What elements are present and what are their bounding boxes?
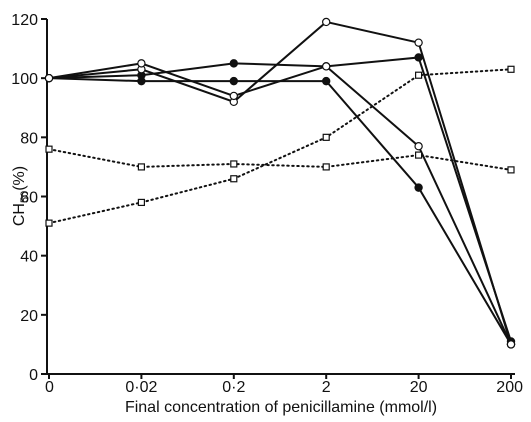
y-ticks: 0 20 40 60 80 100 120 bbox=[11, 12, 47, 384]
series-line bbox=[48, 148, 512, 171]
x-tick-label: 0 bbox=[45, 379, 54, 396]
y-tick-label: 80 bbox=[20, 130, 38, 147]
x-tick-label: 20 bbox=[410, 379, 428, 396]
y-axis-label-unit: (%) bbox=[11, 166, 28, 191]
x-tick-label: 0·2 bbox=[222, 379, 245, 396]
x-axis-label: Final concentration of penicillamine (mm… bbox=[125, 399, 437, 416]
series-4 bbox=[44, 59, 516, 349]
data-point bbox=[415, 71, 423, 79]
y-tick-label: 120 bbox=[11, 12, 38, 29]
data-point bbox=[322, 62, 331, 71]
data-point bbox=[230, 160, 238, 168]
y-tick-label: 100 bbox=[11, 71, 38, 88]
y-tick-label: 0 bbox=[29, 367, 38, 384]
series-1 bbox=[44, 73, 516, 349]
series-line bbox=[48, 56, 512, 342]
series-line bbox=[48, 20, 512, 345]
data-point bbox=[506, 340, 516, 349]
data-point bbox=[507, 166, 515, 174]
data-point bbox=[137, 163, 145, 171]
x-ticks: 0 0·02 0·2 2 20 200 bbox=[45, 374, 523, 396]
data-point bbox=[415, 151, 423, 159]
data-point bbox=[45, 219, 53, 227]
x-tick-label: 200 bbox=[496, 379, 523, 396]
data-point bbox=[414, 53, 423, 62]
y-tick-label: 40 bbox=[20, 249, 38, 266]
series-6 bbox=[45, 65, 515, 227]
data-point bbox=[322, 17, 331, 27]
data-point bbox=[44, 73, 54, 83]
x-tick-label: 2 bbox=[322, 379, 331, 396]
data-point bbox=[322, 163, 330, 171]
data-point bbox=[230, 175, 238, 183]
series-line bbox=[48, 68, 512, 225]
y-axis-label-main: CH bbox=[11, 203, 28, 226]
series-layer bbox=[44, 17, 516, 349]
y-tick-label: 60 bbox=[20, 190, 38, 207]
data-point bbox=[322, 76, 331, 86]
data-point bbox=[229, 91, 238, 101]
x-tick-label: 0·02 bbox=[125, 379, 157, 396]
series-5 bbox=[45, 145, 515, 174]
data-point bbox=[45, 145, 53, 153]
y-axis-label-sub: 50 bbox=[19, 191, 31, 203]
series-line bbox=[48, 62, 512, 345]
data-point bbox=[137, 198, 145, 207]
y-axis-label: CH50(%) bbox=[11, 166, 31, 226]
data-point bbox=[137, 59, 146, 68]
data-point bbox=[414, 38, 423, 47]
data-point bbox=[414, 142, 423, 151]
data-point bbox=[229, 76, 238, 86]
data-point bbox=[507, 65, 515, 73]
data-point bbox=[322, 133, 330, 141]
data-point bbox=[229, 59, 238, 68]
data-point bbox=[414, 183, 423, 192]
y-tick-label: 20 bbox=[20, 308, 38, 325]
